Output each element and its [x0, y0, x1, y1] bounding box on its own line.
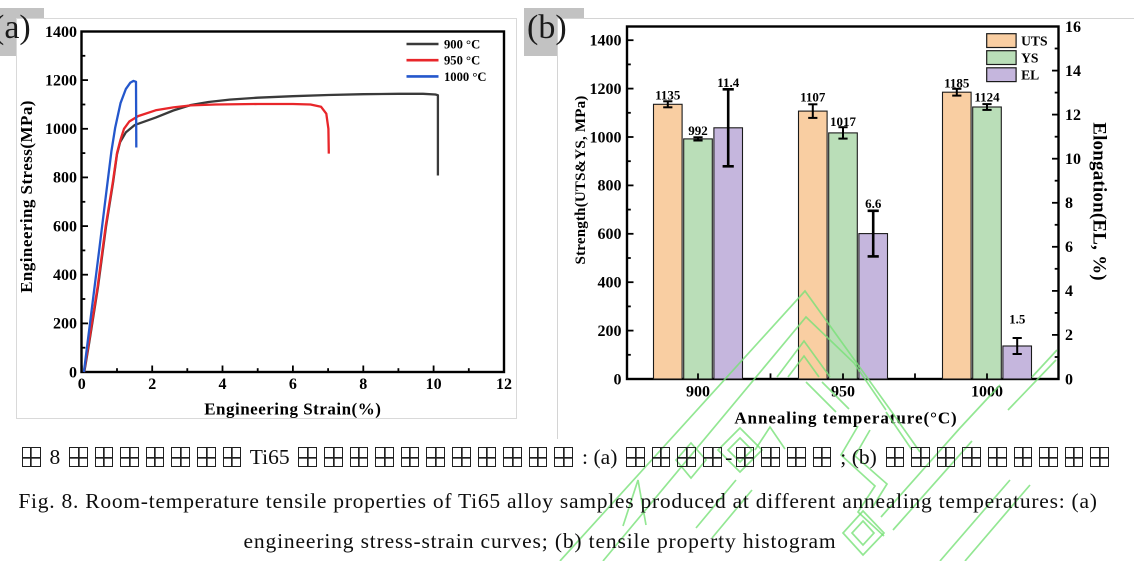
svg-text:800: 800	[598, 177, 622, 194]
svg-text:11.4: 11.4	[717, 74, 740, 89]
svg-text:1185: 1185	[944, 75, 970, 90]
svg-text:900 °C: 900 °C	[444, 37, 480, 51]
svg-text:400: 400	[53, 267, 77, 284]
svg-text:1000: 1000	[971, 383, 1003, 400]
svg-text:2: 2	[1065, 327, 1073, 344]
svg-text:4: 4	[218, 376, 226, 393]
svg-text:Engineering Strain(%): Engineering Strain(%)	[204, 399, 381, 418]
svg-text:6: 6	[288, 376, 296, 393]
svg-text:12: 12	[1065, 106, 1081, 123]
svg-text:1000 °C: 1000 °C	[444, 69, 486, 83]
svg-text:950 °C: 950 °C	[444, 53, 480, 67]
svg-text:0: 0	[77, 376, 85, 393]
svg-text:1400: 1400	[45, 23, 77, 40]
svg-text:400: 400	[598, 274, 622, 291]
svg-text:16: 16	[1065, 19, 1081, 36]
svg-text:2: 2	[148, 376, 156, 393]
svg-text:UTS: UTS	[1021, 33, 1047, 48]
svg-text:Elongation(EL, %): Elongation(EL, %)	[1089, 122, 1110, 281]
svg-text:992: 992	[688, 123, 708, 138]
svg-text:600: 600	[598, 226, 622, 243]
svg-text:1107: 1107	[800, 89, 826, 104]
svg-text:950: 950	[831, 383, 855, 400]
svg-text:10: 10	[425, 376, 441, 393]
svg-text:14: 14	[1065, 62, 1081, 79]
svg-text:Annealing temperature(°C): Annealing temperature(°C)	[734, 408, 957, 427]
svg-text:1200: 1200	[590, 80, 622, 97]
svg-text:1.5: 1.5	[1009, 311, 1026, 326]
svg-text:4: 4	[1065, 283, 1073, 300]
svg-text:EL: EL	[1021, 67, 1039, 82]
svg-text:900: 900	[686, 383, 710, 400]
svg-text:6: 6	[1065, 239, 1073, 256]
svg-text:0: 0	[1065, 371, 1073, 388]
svg-text:200: 200	[598, 322, 622, 339]
svg-text:12: 12	[496, 376, 512, 393]
svg-text:1400: 1400	[590, 32, 622, 49]
svg-text:10: 10	[1065, 151, 1081, 168]
svg-text:1017: 1017	[830, 114, 857, 129]
svg-text:800: 800	[53, 169, 77, 186]
svg-text:8: 8	[1065, 195, 1073, 212]
svg-text:1124: 1124	[974, 89, 1000, 104]
svg-text:8: 8	[359, 376, 367, 393]
svg-text:Engineering Stress(MPa): Engineering Stress(MPa)	[17, 100, 36, 293]
svg-text:1200: 1200	[45, 72, 77, 89]
svg-text:0: 0	[614, 371, 622, 388]
svg-text:200: 200	[53, 315, 77, 332]
svg-text:1000: 1000	[590, 129, 622, 146]
svg-text:600: 600	[53, 218, 77, 235]
svg-text:0: 0	[69, 364, 77, 381]
svg-text:Strength(UTS&YS, MPa): Strength(UTS&YS, MPa)	[573, 95, 589, 264]
svg-text:1000: 1000	[45, 121, 77, 138]
svg-text:1135: 1135	[655, 87, 681, 102]
svg-text:6.6: 6.6	[865, 195, 882, 210]
svg-text:YS: YS	[1021, 50, 1038, 65]
